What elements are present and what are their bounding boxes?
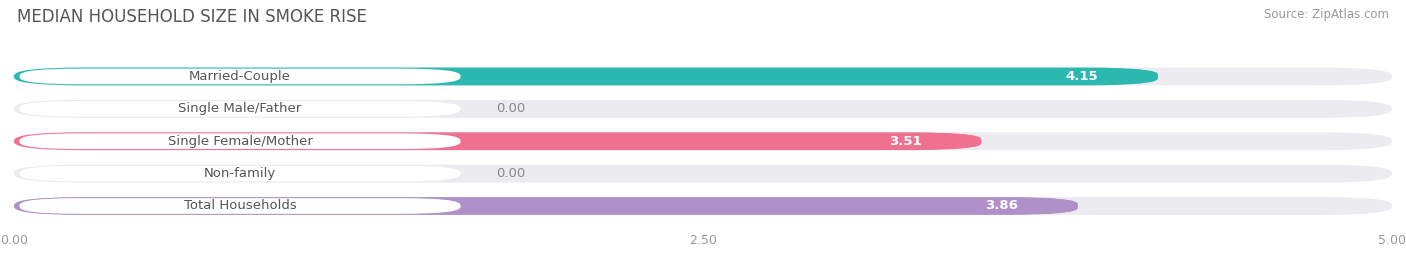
Text: Source: ZipAtlas.com: Source: ZipAtlas.com — [1264, 8, 1389, 21]
FancyBboxPatch shape — [14, 197, 1078, 215]
FancyBboxPatch shape — [14, 197, 1392, 215]
FancyBboxPatch shape — [20, 198, 461, 214]
FancyBboxPatch shape — [20, 69, 461, 84]
Text: 3.51: 3.51 — [889, 135, 922, 148]
Text: Married-Couple: Married-Couple — [188, 70, 291, 83]
Text: 0.00: 0.00 — [496, 167, 526, 180]
FancyBboxPatch shape — [14, 100, 1392, 118]
FancyBboxPatch shape — [20, 166, 461, 181]
FancyBboxPatch shape — [14, 68, 1392, 85]
FancyBboxPatch shape — [830, 133, 981, 149]
FancyBboxPatch shape — [14, 165, 1392, 182]
Text: MEDIAN HOUSEHOLD SIZE IN SMOKE RISE: MEDIAN HOUSEHOLD SIZE IN SMOKE RISE — [17, 8, 367, 26]
Text: Total Households: Total Households — [184, 200, 297, 213]
FancyBboxPatch shape — [20, 133, 461, 149]
Text: 3.86: 3.86 — [986, 200, 1018, 213]
Text: Non-family: Non-family — [204, 167, 276, 180]
Text: Single Female/Mother: Single Female/Mother — [167, 135, 312, 148]
FancyBboxPatch shape — [20, 101, 461, 117]
Text: Single Male/Father: Single Male/Father — [179, 102, 302, 115]
Text: 0.00: 0.00 — [496, 102, 526, 115]
Text: 4.15: 4.15 — [1066, 70, 1098, 83]
FancyBboxPatch shape — [14, 132, 981, 150]
FancyBboxPatch shape — [14, 68, 1157, 85]
FancyBboxPatch shape — [1007, 69, 1157, 84]
FancyBboxPatch shape — [927, 198, 1078, 214]
FancyBboxPatch shape — [14, 132, 1392, 150]
